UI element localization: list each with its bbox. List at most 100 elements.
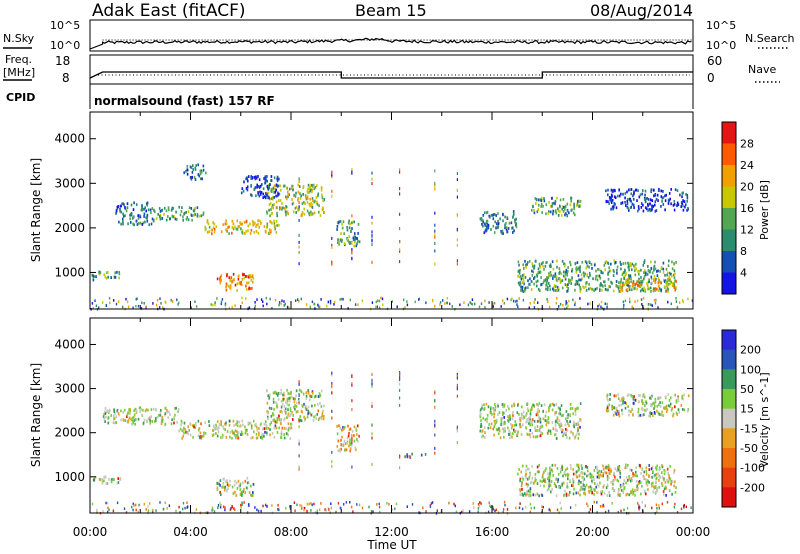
echo-cell bbox=[576, 261, 579, 264]
echo-cell bbox=[157, 213, 159, 216]
echo-cell bbox=[356, 437, 358, 441]
echo-cell bbox=[187, 218, 190, 222]
echo-cell bbox=[558, 277, 560, 281]
echo-cell bbox=[186, 165, 189, 168]
echo-cell bbox=[133, 504, 135, 507]
echo-cell bbox=[622, 300, 625, 304]
echo-cell bbox=[231, 436, 233, 440]
echo-cell bbox=[399, 382, 401, 386]
echo-cell bbox=[614, 189, 616, 193]
echo-cell bbox=[613, 188, 615, 192]
echo-cell bbox=[566, 482, 569, 486]
echo-cell bbox=[120, 409, 122, 413]
echo-cell bbox=[633, 264, 635, 267]
echo-cell bbox=[298, 394, 300, 397]
noise-right-tick-low: 10^0 bbox=[706, 39, 736, 52]
echo-cell bbox=[525, 505, 527, 509]
echo-cell bbox=[681, 396, 683, 400]
echo-cell bbox=[557, 406, 560, 410]
echo-cell bbox=[591, 479, 593, 483]
echo-cell bbox=[278, 426, 280, 430]
echo-cell bbox=[522, 279, 525, 283]
echo-cell bbox=[121, 217, 124, 221]
echo-cell bbox=[488, 501, 490, 504]
echo-cell bbox=[295, 394, 297, 398]
echo-cell bbox=[517, 403, 519, 407]
echo-cell bbox=[182, 215, 184, 219]
echo-cell bbox=[147, 509, 150, 512]
echo-cell bbox=[255, 432, 258, 436]
echo-cell bbox=[667, 282, 670, 286]
echo-cell bbox=[657, 277, 660, 280]
echo-cell bbox=[290, 426, 293, 430]
echo-cell bbox=[280, 388, 282, 392]
echo-cell bbox=[487, 426, 490, 430]
echo-cell bbox=[500, 231, 503, 235]
echo-cell bbox=[324, 508, 326, 511]
echo-cell bbox=[621, 408, 623, 412]
echo-cell bbox=[399, 227, 401, 231]
echo-cell bbox=[112, 509, 115, 513]
echo-cell bbox=[650, 290, 652, 293]
echo-cell bbox=[492, 217, 495, 221]
echo-cell bbox=[355, 448, 357, 452]
echo-cell bbox=[624, 466, 626, 470]
echo-cell bbox=[248, 286, 250, 290]
echo-cell bbox=[512, 231, 514, 234]
echo-cell bbox=[610, 469, 613, 473]
echo-cell bbox=[228, 232, 230, 235]
echo-cell bbox=[657, 411, 660, 415]
echo-cell bbox=[655, 277, 657, 281]
echo-cell bbox=[406, 453, 408, 457]
echo-cell bbox=[258, 178, 261, 182]
echo-cell bbox=[679, 193, 681, 197]
echo-cell bbox=[632, 281, 635, 284]
cpid-value: normalsound (fast) 157 RF bbox=[94, 94, 275, 108]
echo-cell bbox=[538, 262, 541, 266]
echo-cell bbox=[652, 470, 654, 473]
echo-cell bbox=[294, 404, 296, 407]
echo-cell bbox=[536, 425, 539, 428]
echo-cell bbox=[113, 478, 115, 482]
echo-cell bbox=[650, 412, 653, 415]
echo-cell bbox=[310, 509, 312, 512]
echo-cell bbox=[104, 475, 107, 479]
echo-cell bbox=[245, 219, 248, 223]
echo-cell bbox=[222, 425, 224, 428]
echo-cell bbox=[276, 206, 278, 210]
echo-cell bbox=[591, 491, 593, 495]
echo-cell bbox=[164, 412, 167, 415]
echo-cell bbox=[505, 221, 507, 225]
echo-cell bbox=[595, 274, 597, 278]
echo-cell bbox=[399, 240, 401, 244]
echo-cell bbox=[167, 208, 170, 212]
echo-cell bbox=[197, 163, 199, 167]
echo-cell bbox=[621, 286, 624, 290]
echo-cell bbox=[548, 201, 550, 204]
echo-cell bbox=[434, 304, 436, 308]
echo-cell bbox=[587, 275, 590, 279]
echo-cell bbox=[549, 204, 552, 208]
echo-cell bbox=[642, 402, 644, 406]
echo-cell bbox=[391, 508, 394, 512]
echo-cell bbox=[231, 231, 233, 235]
echo-cell bbox=[614, 196, 617, 199]
echo-cell bbox=[565, 410, 568, 413]
echo-cell bbox=[219, 479, 222, 482]
echo-cell bbox=[141, 301, 143, 305]
echo-cell bbox=[341, 222, 343, 226]
echo-cell bbox=[249, 275, 252, 279]
echo-cell bbox=[222, 505, 225, 509]
echo-cell bbox=[246, 185, 249, 189]
time-tick-label: 16:00 bbox=[475, 525, 510, 539]
echo-cell bbox=[554, 285, 557, 288]
echo-cell bbox=[381, 297, 384, 301]
echo-cell bbox=[673, 200, 676, 203]
echo-cell bbox=[559, 412, 562, 416]
echo-cell bbox=[588, 511, 590, 514]
echo-cell bbox=[278, 207, 281, 211]
echo-cell bbox=[493, 213, 496, 216]
echo-cell bbox=[637, 410, 640, 414]
echo-cell bbox=[630, 188, 633, 191]
echo-cell bbox=[483, 403, 485, 407]
